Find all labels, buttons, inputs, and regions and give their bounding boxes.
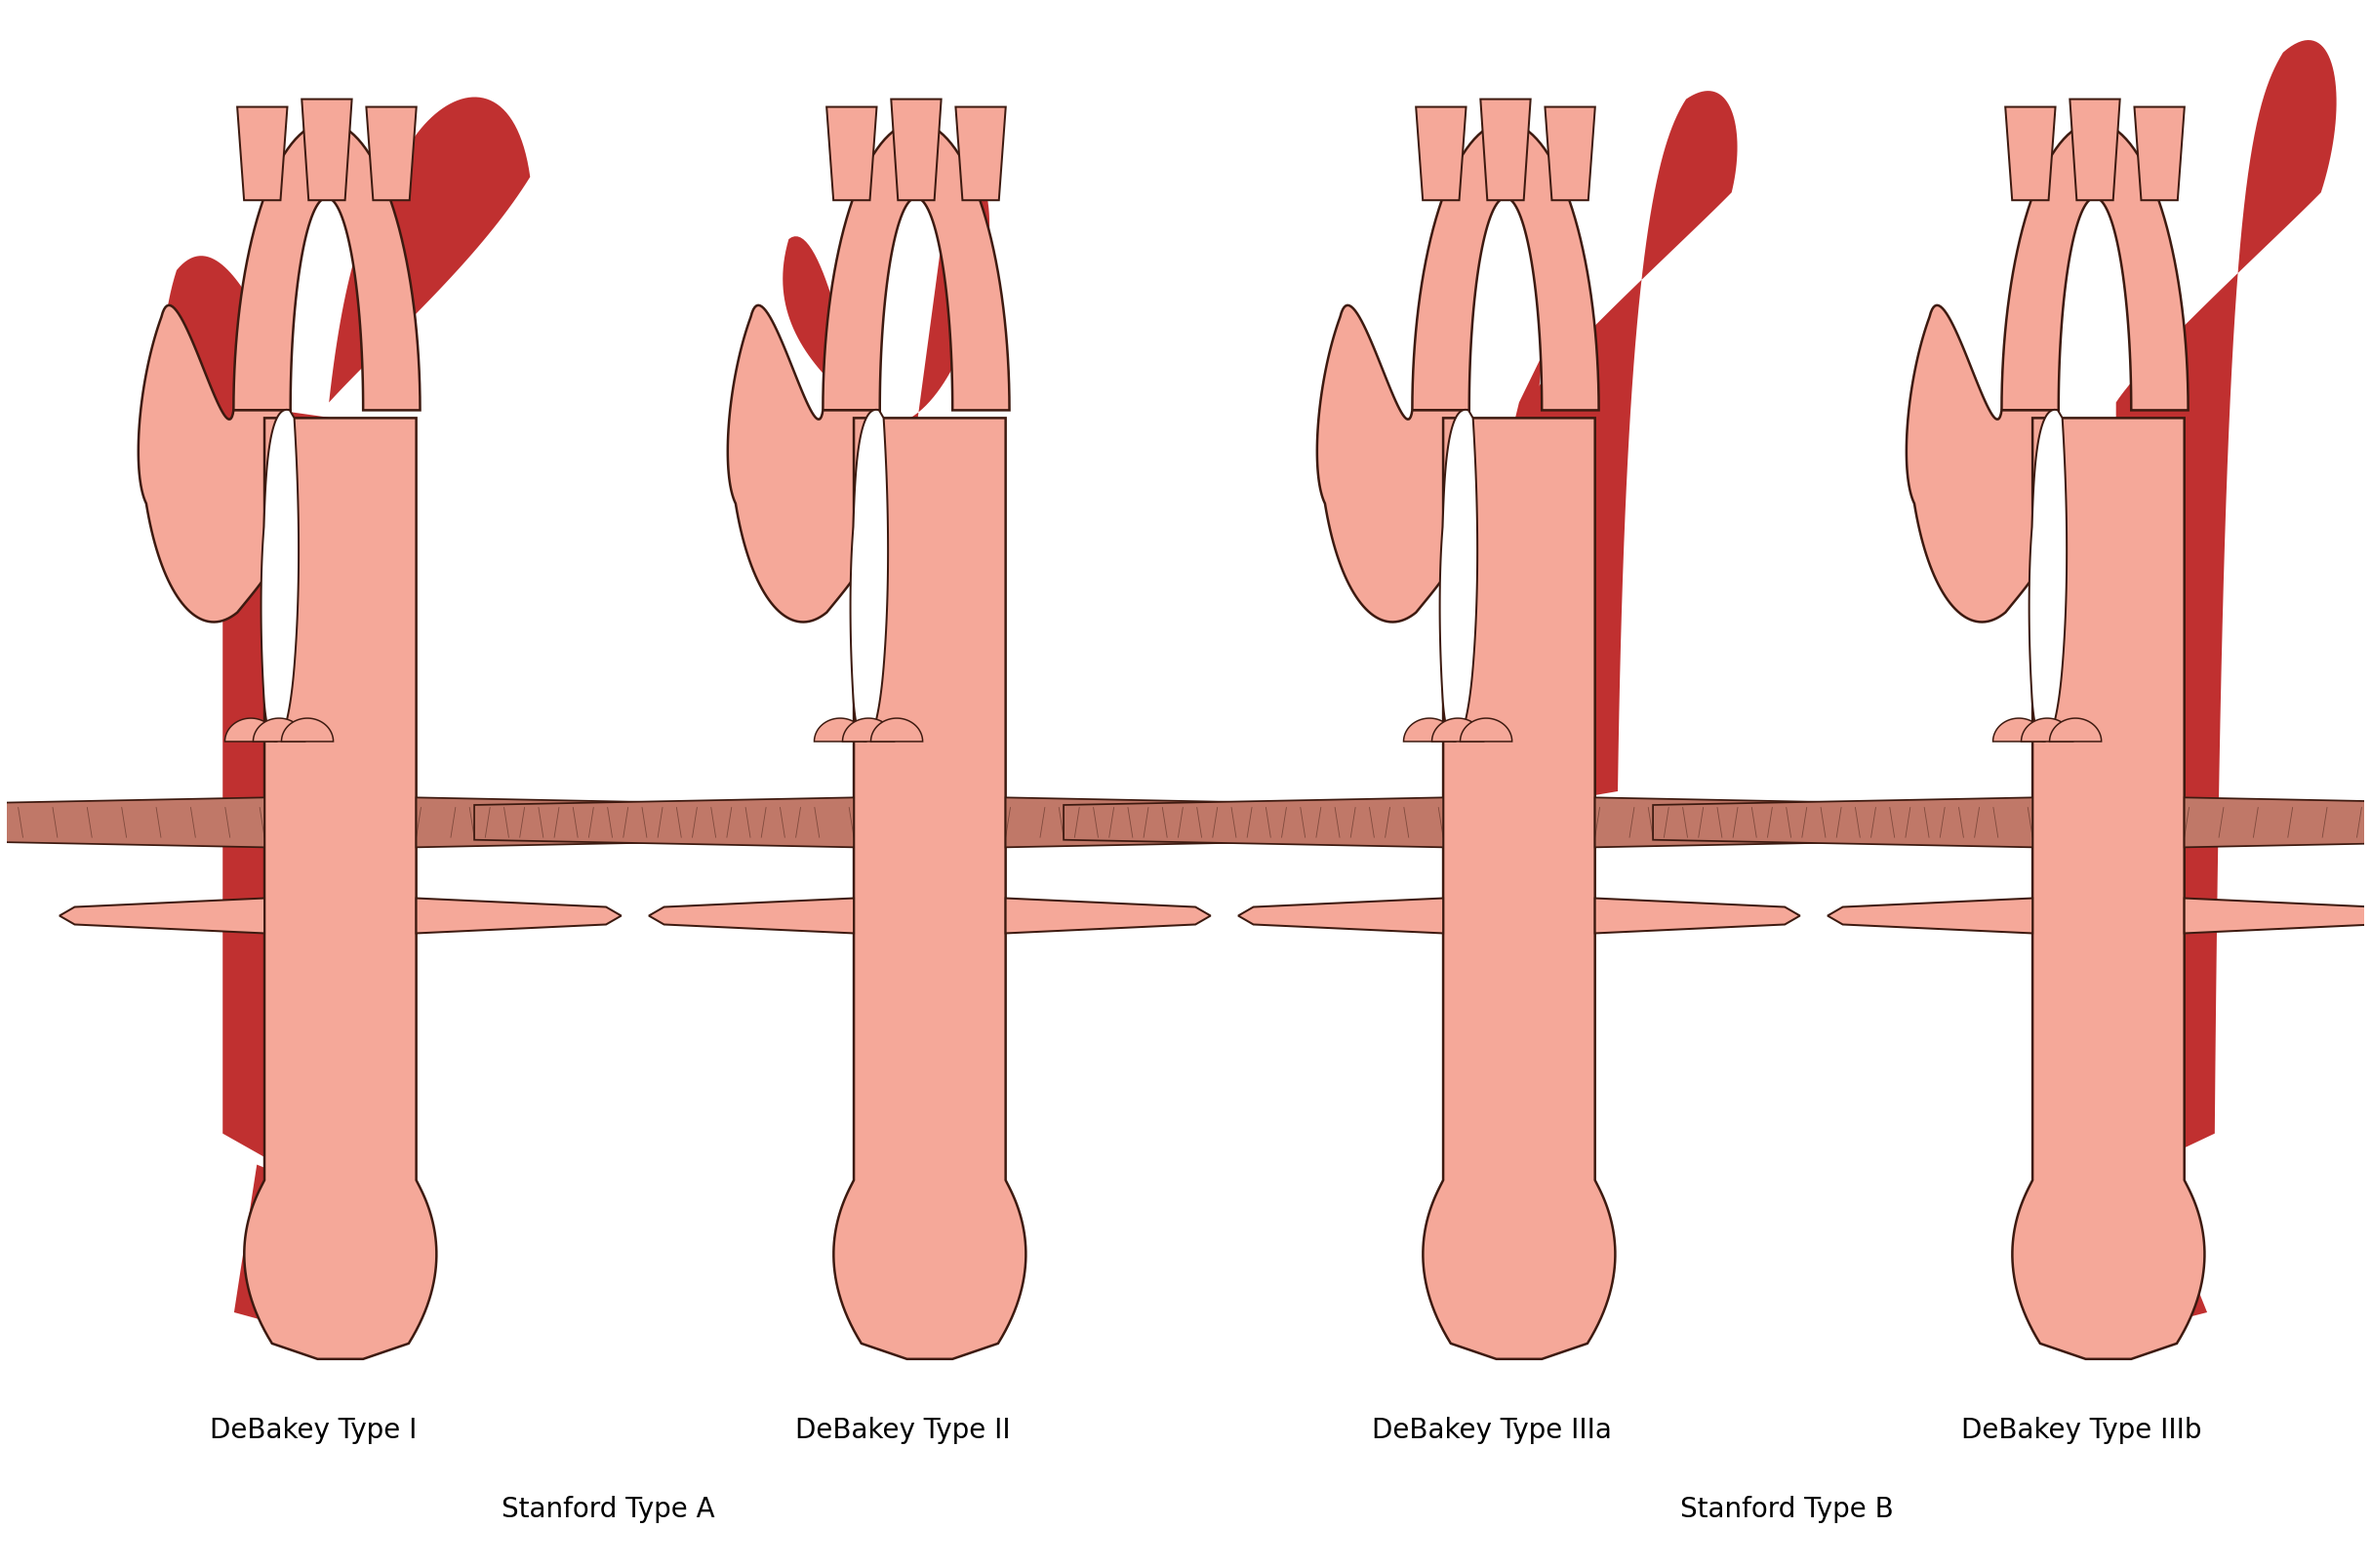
Text: DeBakey Type IIIb: DeBakey Type IIIb [1961,1416,2203,1443]
Polygon shape [1415,108,1465,201]
Polygon shape [1461,718,1513,742]
Polygon shape [474,798,854,848]
Polygon shape [1828,898,2032,933]
Polygon shape [813,718,865,742]
Polygon shape [1527,93,1738,808]
Polygon shape [827,108,877,201]
Polygon shape [2049,718,2101,742]
Polygon shape [301,100,351,201]
Polygon shape [1439,411,1477,742]
Polygon shape [891,100,941,201]
Polygon shape [2030,411,2068,742]
Polygon shape [1596,898,1800,933]
Polygon shape [1653,798,2032,848]
Polygon shape [2001,124,2188,411]
Polygon shape [244,419,436,1359]
Polygon shape [254,718,306,742]
Polygon shape [261,411,299,742]
Polygon shape [1510,356,1541,450]
Polygon shape [1316,306,1472,622]
Polygon shape [1546,108,1596,201]
Polygon shape [1423,419,1615,1359]
Polygon shape [1596,798,1975,848]
Polygon shape [232,124,420,411]
Polygon shape [1065,798,1444,848]
Polygon shape [1005,798,1385,848]
Polygon shape [728,306,884,622]
Polygon shape [1413,124,1598,411]
Polygon shape [823,124,1010,411]
Polygon shape [417,898,621,933]
Polygon shape [225,718,277,742]
Polygon shape [2070,100,2120,201]
Polygon shape [1432,718,1484,742]
Polygon shape [138,306,294,622]
Polygon shape [282,718,334,742]
Text: DeBakey Type IIIa: DeBakey Type IIIa [1373,1416,1612,1443]
Polygon shape [417,798,797,848]
Polygon shape [2006,108,2056,201]
Polygon shape [1005,898,1212,933]
Polygon shape [237,108,287,201]
Polygon shape [0,798,266,848]
Polygon shape [235,1165,332,1328]
Polygon shape [1906,306,2063,622]
Polygon shape [2184,898,2371,933]
Polygon shape [2115,1181,2207,1328]
Polygon shape [842,718,894,742]
Text: Stanford Type B: Stanford Type B [1681,1494,1894,1523]
Polygon shape [910,193,989,419]
Polygon shape [161,257,275,535]
Polygon shape [2134,108,2184,201]
Text: DeBakey Type II: DeBakey Type II [794,1416,1010,1443]
Polygon shape [330,97,531,403]
Text: Stanford Type A: Stanford Type A [500,1494,714,1523]
Polygon shape [956,108,1005,201]
Polygon shape [59,898,266,933]
Polygon shape [2115,41,2335,1181]
Polygon shape [1238,898,1444,933]
Polygon shape [2013,419,2205,1359]
Polygon shape [870,718,922,742]
Polygon shape [2020,718,2072,742]
Text: DeBakey Type I: DeBakey Type I [209,1416,417,1443]
Polygon shape [782,237,880,505]
Polygon shape [851,411,889,742]
Polygon shape [1994,718,2044,742]
Polygon shape [835,419,1027,1359]
Polygon shape [2184,798,2371,848]
Polygon shape [1480,100,1532,201]
Polygon shape [223,403,332,1196]
Polygon shape [365,108,417,201]
Polygon shape [1404,718,1456,742]
Polygon shape [650,898,854,933]
